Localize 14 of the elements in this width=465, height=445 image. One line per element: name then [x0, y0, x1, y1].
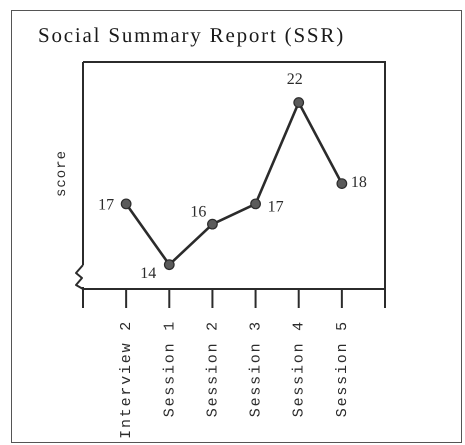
data-label: 16	[190, 204, 206, 221]
x-tick-label: Session 3	[247, 320, 264, 418]
x-tick-label: Interview 2	[118, 320, 135, 439]
data-label: 14	[140, 265, 156, 282]
data-label: 17	[98, 196, 114, 214]
y-axis-title: score	[54, 150, 70, 198]
x-tick-label: Session 1	[160, 320, 178, 418]
x-tick-label: Session 4	[290, 320, 308, 418]
data-label: 17	[268, 198, 284, 216]
data-label: 18	[350, 174, 367, 192]
chart-title: Social Summary Report (SSR)	[38, 23, 346, 48]
x-tick-label: Session 5	[333, 320, 350, 418]
x-tick-label: Session 2	[204, 320, 221, 418]
data-label: 22	[286, 71, 303, 88]
